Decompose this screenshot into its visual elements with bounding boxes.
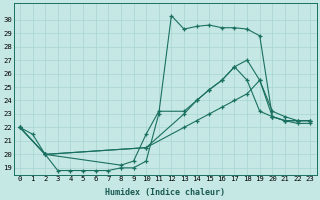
X-axis label: Humidex (Indice chaleur): Humidex (Indice chaleur) (105, 188, 225, 197)
